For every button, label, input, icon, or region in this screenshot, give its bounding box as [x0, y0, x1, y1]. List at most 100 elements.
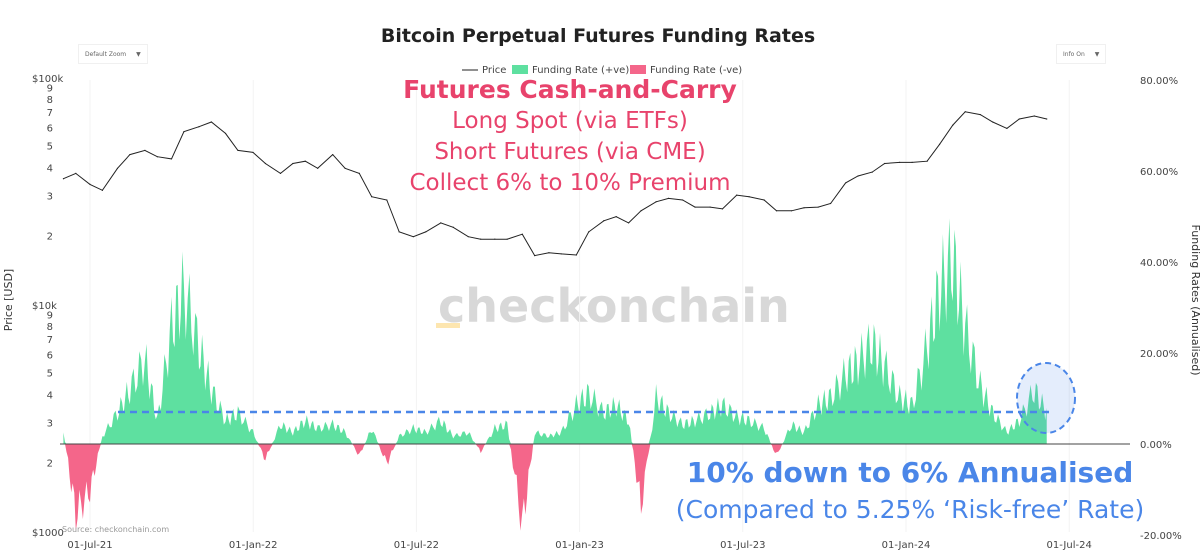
price-point — [116, 167, 119, 169]
legend: Price Funding Rate (+ve) Funding Rate (-… — [462, 65, 742, 76]
y2-tick-label: 60.00% — [1140, 167, 1178, 178]
price-point — [899, 161, 901, 163]
price-point — [62, 178, 65, 180]
legend-negative-swatch — [630, 65, 646, 74]
price-point — [480, 238, 482, 240]
price-point — [129, 153, 131, 156]
y-minor-tick-label: 8 — [47, 322, 53, 333]
price-point — [817, 206, 819, 208]
red-annotation-line: Long Spot (via ETFs) — [452, 108, 688, 134]
price-point — [709, 206, 711, 208]
legend-price: Price — [482, 65, 506, 76]
watermark: checkonchain — [438, 279, 790, 333]
price-point — [979, 113, 981, 116]
price-point — [655, 201, 657, 203]
price-point — [748, 196, 750, 198]
price-point — [101, 189, 104, 191]
zoom-dropdown[interactable]: Default Zoom ▼ — [78, 44, 148, 64]
price-point — [252, 151, 254, 154]
price-point — [775, 210, 778, 212]
price-point — [494, 238, 496, 240]
price-point — [156, 156, 158, 158]
y-minor-tick-label: 2 — [47, 459, 53, 470]
price-point — [992, 121, 994, 123]
source-label: Source: checkonchain.com — [62, 525, 169, 534]
price-point — [89, 183, 91, 185]
funding-positive-area — [63, 218, 1047, 444]
price-point — [386, 199, 388, 201]
red-annotation-line: Collect 6% to 10% Premium — [409, 170, 731, 196]
legend-positive: Funding Rate (+ve) — [532, 65, 629, 76]
price-point — [1006, 127, 1008, 129]
y-tick-label: $10k — [32, 301, 57, 312]
price-point — [938, 143, 941, 145]
price-point — [332, 153, 334, 156]
price-point — [667, 197, 670, 199]
price-point — [926, 160, 928, 162]
price-line — [63, 111, 1047, 257]
price-point — [467, 236, 469, 238]
x-tick-label: 01-Jul-24 — [1047, 540, 1092, 551]
price-point — [144, 149, 146, 151]
price-point — [615, 216, 617, 218]
y-minor-tick-label: 5 — [47, 368, 53, 379]
info-dropdown-label: Info On — [1063, 50, 1085, 58]
y2-tick-label: -20.00% — [1140, 531, 1182, 542]
price-point — [588, 231, 590, 233]
y2-tick-label: 80.00% — [1140, 76, 1178, 87]
x-tick-label: 01-Jan-23 — [555, 540, 604, 551]
x-tick-label: 01-Jul-21 — [67, 540, 112, 551]
price-point — [534, 255, 536, 257]
price-point — [603, 220, 605, 222]
price-point — [952, 124, 954, 126]
price-point — [640, 210, 642, 212]
price-point — [210, 121, 212, 123]
price-point — [829, 202, 832, 205]
red-annotation-line: Short Futures (via CME) — [434, 139, 706, 165]
blue-annotation-subtitle: (Compared to 5.25% ‘Risk-free’ Rate) — [675, 495, 1145, 524]
price-point — [628, 222, 630, 224]
price-point — [452, 226, 454, 228]
y-minor-tick-label: 4 — [47, 390, 53, 401]
price-point — [857, 175, 859, 177]
red-annotation-title: Futures Cash-and-Carry — [403, 75, 737, 104]
price-point — [721, 208, 724, 210]
x-tick-label: 01-Jan-24 — [882, 540, 931, 551]
y-minor-tick-label: 3 — [47, 419, 53, 430]
zoom-dropdown-label: Default Zoom — [85, 50, 127, 58]
y2-tick-label: 40.00% — [1140, 258, 1178, 269]
y2-tick-label: 20.00% — [1140, 349, 1178, 360]
price-point — [358, 172, 360, 174]
watermark-logo-bar — [436, 323, 460, 328]
legend-positive-swatch — [512, 65, 528, 74]
price-point — [694, 206, 696, 208]
y-minor-tick-label: 3 — [47, 192, 53, 203]
y-axis-label: Price [USD] — [2, 269, 15, 331]
legend-negative: Funding Rate (-ve) — [650, 65, 742, 76]
price-point — [398, 231, 400, 233]
price-point — [198, 126, 200, 128]
triangle-down-icon: ▼ — [1094, 50, 1100, 58]
price-point — [763, 199, 765, 201]
price-point — [845, 182, 847, 184]
info-dropdown[interactable]: Info On ▼ — [1056, 44, 1107, 64]
x-tick-label: 01-Jul-23 — [720, 540, 765, 551]
price-point — [75, 172, 77, 174]
price-point — [682, 199, 684, 201]
price-point — [884, 162, 886, 165]
y-minor-tick-label: 8 — [47, 95, 53, 106]
price-point — [964, 111, 966, 113]
y-minor-tick-label: 6 — [47, 123, 53, 134]
y-minor-tick-label: 4 — [47, 163, 53, 174]
price-point — [521, 233, 523, 235]
price-point — [1018, 118, 1020, 120]
price-point — [279, 172, 282, 174]
x-tick-label: 01-Jan-22 — [229, 540, 278, 551]
y-tick-label: $1000 — [32, 528, 64, 539]
price-point — [1033, 115, 1035, 117]
y2-axis-label: Funding Rates (Annualised) — [1189, 225, 1200, 376]
blue-annotation: 10% down to 6% Annualised (Compared to 5… — [620, 454, 1200, 528]
price-point — [304, 160, 306, 162]
